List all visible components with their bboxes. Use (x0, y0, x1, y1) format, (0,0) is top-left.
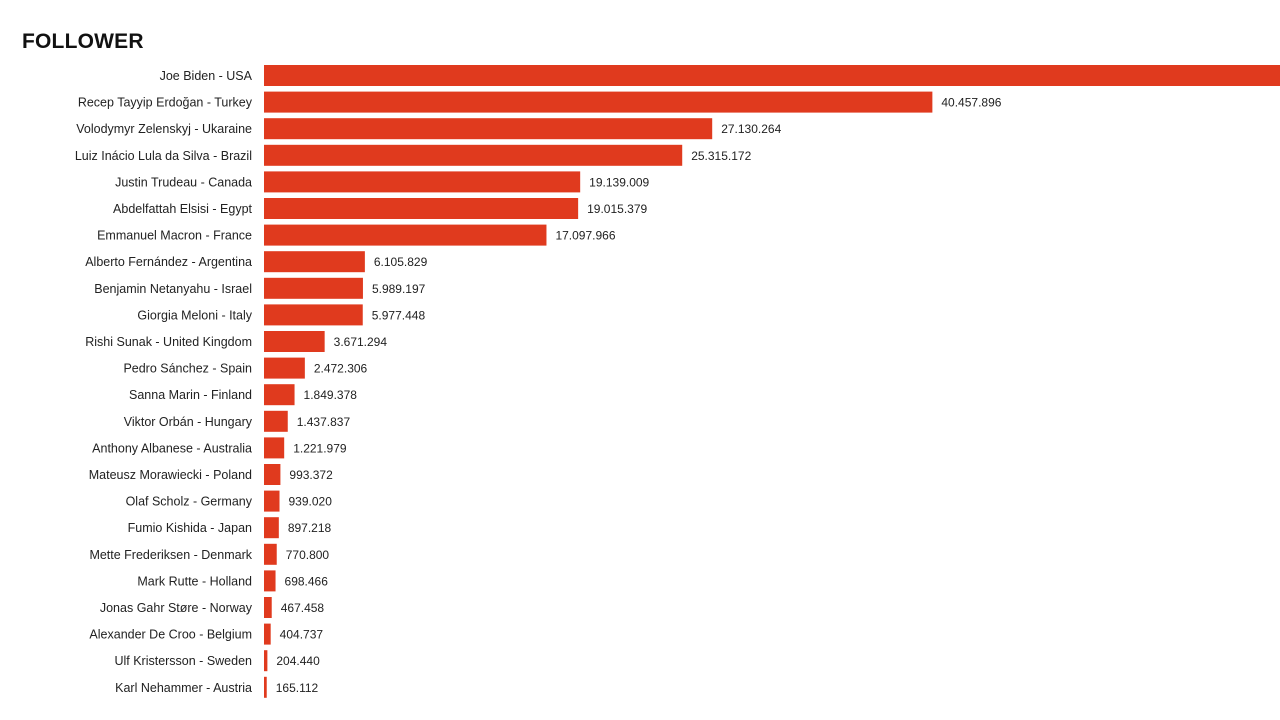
value-label: 1.849.378 (304, 388, 358, 402)
category-label: Jonas Gahr Støre - Norway (100, 601, 253, 615)
category-label: Abdelfattah Elsisi - Egypt (113, 202, 252, 216)
value-label: 165.112 (276, 681, 319, 695)
bar (264, 118, 713, 140)
value-label: 17.097.966 (555, 229, 615, 243)
category-label: Anthony Albanese - Australia (92, 441, 252, 455)
bar (264, 144, 683, 166)
bar (264, 570, 276, 592)
category-label: Emmanuel Macron - France (97, 229, 252, 243)
category-label: Rishi Sunak - United Kingdom (85, 335, 252, 349)
value-label: 1.437.837 (297, 415, 351, 429)
bar (264, 357, 305, 379)
bar (264, 543, 277, 565)
category-label: Viktor Orbán - Hungary (124, 415, 253, 429)
category-label: Volodymyr Zelenskyj - Ukaraine (76, 122, 252, 136)
value-label: 404.737 (280, 628, 324, 642)
category-label: Karl Nehammer - Austria (115, 681, 252, 695)
category-label: Recep Tayyip Erdoğan - Turkey (78, 96, 253, 110)
category-label: Sanna Marin - Finland (129, 388, 252, 402)
bar (264, 490, 280, 512)
chart-title: FOLLOWER (22, 30, 144, 53)
bar (264, 198, 579, 219)
value-label: 1.221.979 (293, 441, 347, 455)
bar (264, 224, 547, 246)
category-label: Olaf Scholz - Germany (126, 495, 253, 509)
bar (264, 650, 268, 672)
value-label: 204.440 (276, 654, 320, 668)
category-label: Joe Biden - USA (160, 69, 253, 83)
category-label: Mateusz Morawiecki - Poland (89, 468, 252, 482)
bar (264, 171, 581, 193)
value-label: 5.977.448 (372, 308, 426, 322)
value-label: 5.989.197 (372, 282, 426, 296)
bar (264, 277, 363, 299)
category-label: Benjamin Netanyahu - Israel (94, 282, 252, 296)
bar (264, 304, 363, 326)
value-label: 770.800 (286, 548, 330, 562)
category-label: Mark Rutte - Holland (137, 574, 252, 588)
bar (264, 331, 325, 352)
bar (264, 384, 295, 406)
value-label: 40.457.896 (941, 96, 1001, 110)
value-label: 19.015.379 (587, 202, 647, 216)
bar (264, 597, 272, 618)
category-label: Ulf Kristersson - Sweden (114, 654, 252, 668)
value-label: 25.315.172 (691, 149, 751, 163)
category-label: Pedro Sánchez - Spain (123, 362, 252, 376)
bar (264, 251, 365, 273)
value-label: 993.372 (289, 468, 333, 482)
category-label: Alexander De Croo - Belgium (89, 628, 252, 642)
category-label: Alberto Fernández - Argentina (85, 255, 252, 269)
bar (264, 437, 285, 459)
category-label: Giorgia Meloni - Italy (137, 308, 252, 322)
bar (264, 464, 281, 485)
bar (264, 65, 1280, 86)
value-label: 939.020 (289, 495, 333, 509)
value-label: 3.671.294 (334, 335, 388, 349)
value-label: 27.130.264 (721, 122, 781, 136)
category-label: Justin Trudeau - Canada (115, 175, 252, 189)
category-label: Mette Frederiksen - Denmark (89, 548, 252, 562)
bar (264, 410, 288, 432)
value-label: 19.139.009 (589, 175, 649, 189)
value-label: 6.105.829 (374, 255, 428, 269)
value-label: 467.458 (281, 601, 325, 615)
category-label: Fumio Kishida - Japan (128, 521, 252, 535)
value-label: 698.466 (285, 574, 329, 588)
value-label: 2.472.306 (314, 362, 368, 376)
bar (264, 91, 933, 113)
bar (264, 517, 279, 539)
value-label: 897.218 (288, 521, 332, 535)
category-label: Luiz Inácio Lula da Silva - Brazil (75, 149, 252, 163)
bar (264, 676, 267, 698)
bar (264, 623, 271, 645)
